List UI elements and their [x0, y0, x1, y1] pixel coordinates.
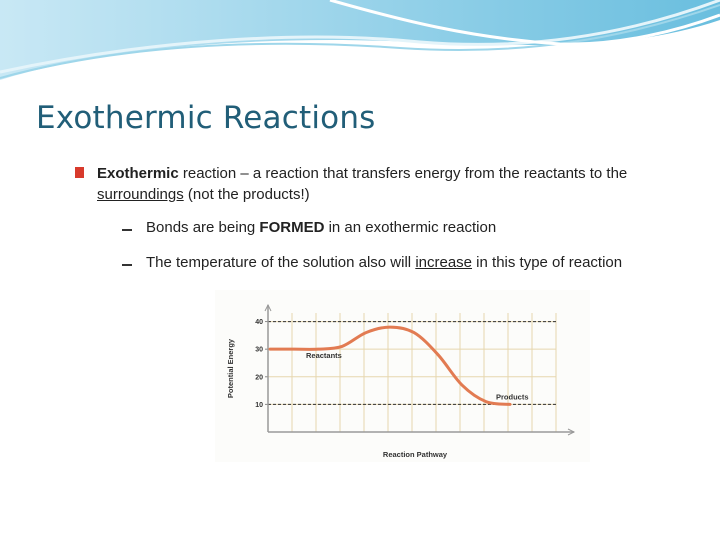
sub-bullet: The temperature of the solution also wil…	[146, 254, 622, 271]
y-tick-label: 40	[255, 319, 263, 326]
bullet-marker	[75, 167, 84, 178]
text: The temperature of the solution also wil…	[146, 254, 416, 271]
annotation: Products	[496, 392, 529, 401]
sub-bullet-marker	[122, 229, 132, 231]
text: Bonds are being	[146, 219, 260, 236]
sub-bullet: Bonds are being FORMED in an exothermic …	[146, 219, 496, 236]
y-axis-arrow	[264, 303, 272, 312]
y-axis-label: Potential Energy	[226, 338, 235, 398]
slide-title: Exothermic Reactions	[36, 100, 376, 136]
bold-term: Exothermic	[97, 165, 179, 182]
bullet: Exothermic reaction – a reaction that tr…	[97, 163, 687, 205]
text: reaction – a reaction that transfers ene…	[178, 165, 628, 182]
y-tick-label: 30	[255, 347, 263, 354]
x-axis-arrow	[567, 428, 576, 436]
sub-bullet-marker	[122, 264, 132, 266]
header-decoration	[0, 0, 720, 80]
energy-curve	[268, 325, 512, 406]
y-tick-label: 10	[255, 402, 263, 409]
y-tick-label: 20	[255, 374, 263, 381]
text: (not the products!)	[183, 186, 310, 203]
x-axis-label: Reaction Pathway	[383, 450, 448, 459]
underlined-term: increase	[415, 254, 473, 271]
figure-background	[215, 290, 590, 462]
underlined-term: surroundings	[97, 186, 184, 203]
text: in this type of reaction	[472, 254, 623, 271]
bold-term: FORMED	[259, 219, 325, 236]
annotation: Reactants	[306, 351, 342, 360]
text: in an exothermic reaction	[324, 219, 497, 236]
